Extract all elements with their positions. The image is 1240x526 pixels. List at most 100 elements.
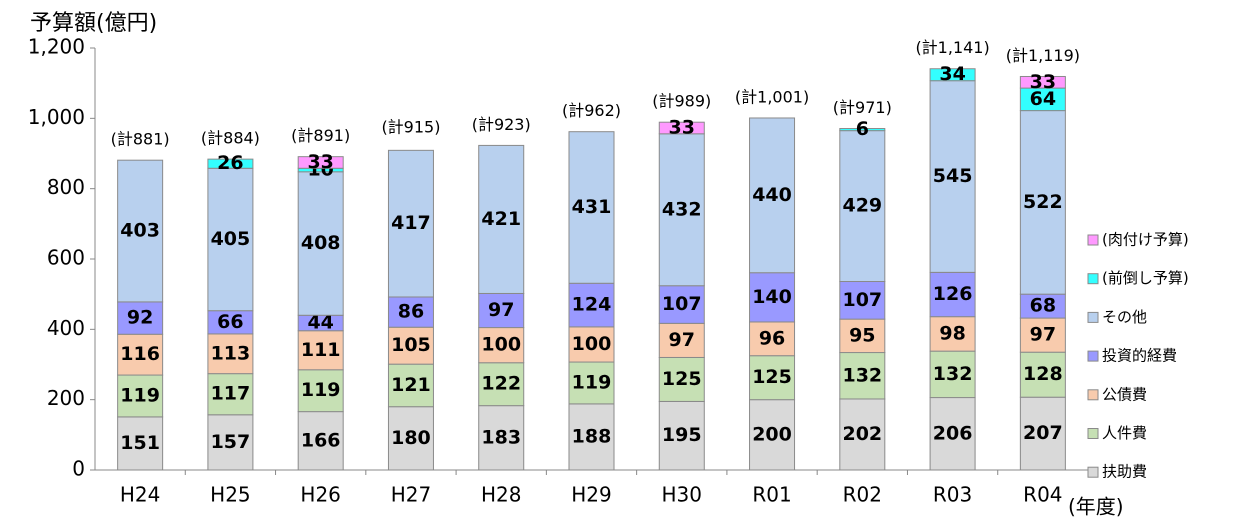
y-axis-title: 予算額(億円) [30, 11, 157, 36]
x-tick-label: H25 [210, 483, 251, 507]
y-tick-label: 200 [47, 386, 85, 410]
x-tick-label: H28 [481, 483, 522, 507]
total-label: (計962) [562, 101, 621, 120]
bar-segment [297, 369, 344, 413]
bar-value-label: 66 [217, 311, 243, 333]
bar-value-label: 97 [1030, 324, 1056, 346]
total-label: (計1,141) [915, 38, 989, 57]
x-tick-label: R02 [843, 483, 882, 507]
bar-value-label: 405 [211, 228, 251, 250]
bar-segment [117, 333, 164, 376]
bar-value-label: 26 [217, 152, 243, 174]
bar-value-label: 96 [759, 327, 785, 349]
bar-value-label: 64 [1030, 88, 1056, 110]
legend-label: 扶助費 [1102, 463, 1147, 481]
bar-segment [658, 133, 705, 287]
bar-segment [658, 400, 705, 471]
bar-value-label: 132 [933, 363, 973, 385]
bar-value-label: 403 [120, 220, 160, 242]
bar-segment [749, 399, 796, 471]
bar-value-label: 116 [120, 343, 160, 365]
bar-value-label: 195 [662, 424, 702, 446]
y-tick-label: 800 [47, 175, 85, 199]
y-tick-label: 400 [47, 316, 85, 340]
bar-segment [929, 271, 976, 318]
bar-segment [297, 156, 344, 169]
bar-value-label: 98 [939, 322, 965, 344]
bar-segment [568, 403, 615, 471]
legend-label: 投資的経費 [1102, 347, 1177, 365]
bar-value-label: 183 [481, 426, 521, 448]
bar-value-label: 124 [572, 294, 612, 316]
x-tick-label: H30 [662, 483, 703, 507]
bar-value-label: 117 [211, 383, 251, 405]
bar-value-label: 202 [842, 423, 882, 445]
legend-swatch [1087, 273, 1099, 285]
bar-value-label: 33 [307, 151, 333, 173]
legend-swatch [1087, 466, 1099, 478]
bar-value-label: 545 [933, 165, 973, 187]
bar-value-label: 100 [481, 334, 521, 356]
bar-value-label: 119 [120, 384, 160, 406]
bar-segment [658, 121, 705, 135]
bar-value-label: 125 [662, 368, 702, 390]
bar-value-label: 132 [842, 364, 882, 386]
bar-value-label: 122 [481, 373, 521, 395]
x-tick-label: H29 [571, 483, 612, 507]
bar-value-label: 128 [1023, 363, 1063, 385]
x-tick-label: R03 [933, 483, 972, 507]
bar-value-label: 429 [842, 195, 882, 217]
bar-value-label: 97 [488, 299, 514, 321]
bar-segment [568, 282, 615, 328]
bar-segment [478, 144, 525, 294]
bar-value-label: 126 [933, 283, 973, 305]
legend-label: 人件費 [1102, 424, 1147, 442]
bar-value-label: 166 [301, 429, 341, 451]
bar-segment [1019, 75, 1066, 89]
bar-value-label: 421 [481, 208, 521, 230]
x-tick-label: R04 [1023, 483, 1062, 507]
bar-value-label: 68 [1030, 295, 1056, 317]
bar-value-label: 432 [662, 198, 702, 220]
legend-swatch [1087, 234, 1099, 246]
bar-value-label: 151 [120, 432, 160, 454]
x-tick-label: H24 [120, 483, 161, 507]
bar-value-label: 107 [662, 293, 702, 315]
bar-value-label: 121 [391, 374, 431, 396]
bar-value-label: 95 [849, 324, 875, 346]
bar-segment [1019, 351, 1066, 398]
legend-swatch [1087, 428, 1099, 439]
bar-segment [297, 411, 344, 471]
bar-segment [749, 272, 796, 323]
bar-value-label: 207 [1023, 422, 1063, 444]
bar-value-label: 107 [842, 289, 882, 311]
bar-segment [658, 322, 705, 358]
y-tick-label: 1,000 [28, 105, 85, 129]
bar-segment [117, 159, 164, 303]
bar-segment [749, 117, 796, 274]
bar-value-label: 119 [301, 379, 341, 401]
legend-label: その他 [1102, 308, 1147, 326]
legend-swatch [1087, 389, 1099, 401]
x-tick-label: H26 [300, 483, 341, 507]
bar-value-label: 119 [572, 371, 612, 393]
bar-segment [929, 80, 976, 273]
legend-swatch [1087, 350, 1099, 362]
total-label: (計915) [381, 118, 440, 137]
legend-swatch [1087, 311, 1099, 323]
bar-value-label: 440 [752, 184, 792, 206]
bar-value-label: 157 [211, 431, 251, 453]
total-label: (計971) [833, 98, 892, 117]
bar-value-label: 34 [939, 63, 965, 85]
bar-value-label: 33 [669, 117, 695, 139]
bar-value-label: 125 [752, 366, 792, 388]
total-label: (計881) [111, 130, 170, 149]
bar-value-label: 140 [752, 286, 792, 308]
total-label: (計884) [201, 129, 260, 148]
x-tick-label: R01 [752, 483, 791, 507]
bar-value-label: 111 [301, 339, 341, 361]
total-label: (計891) [291, 126, 350, 145]
bar-segment [568, 326, 615, 363]
bar-segment [478, 327, 525, 364]
